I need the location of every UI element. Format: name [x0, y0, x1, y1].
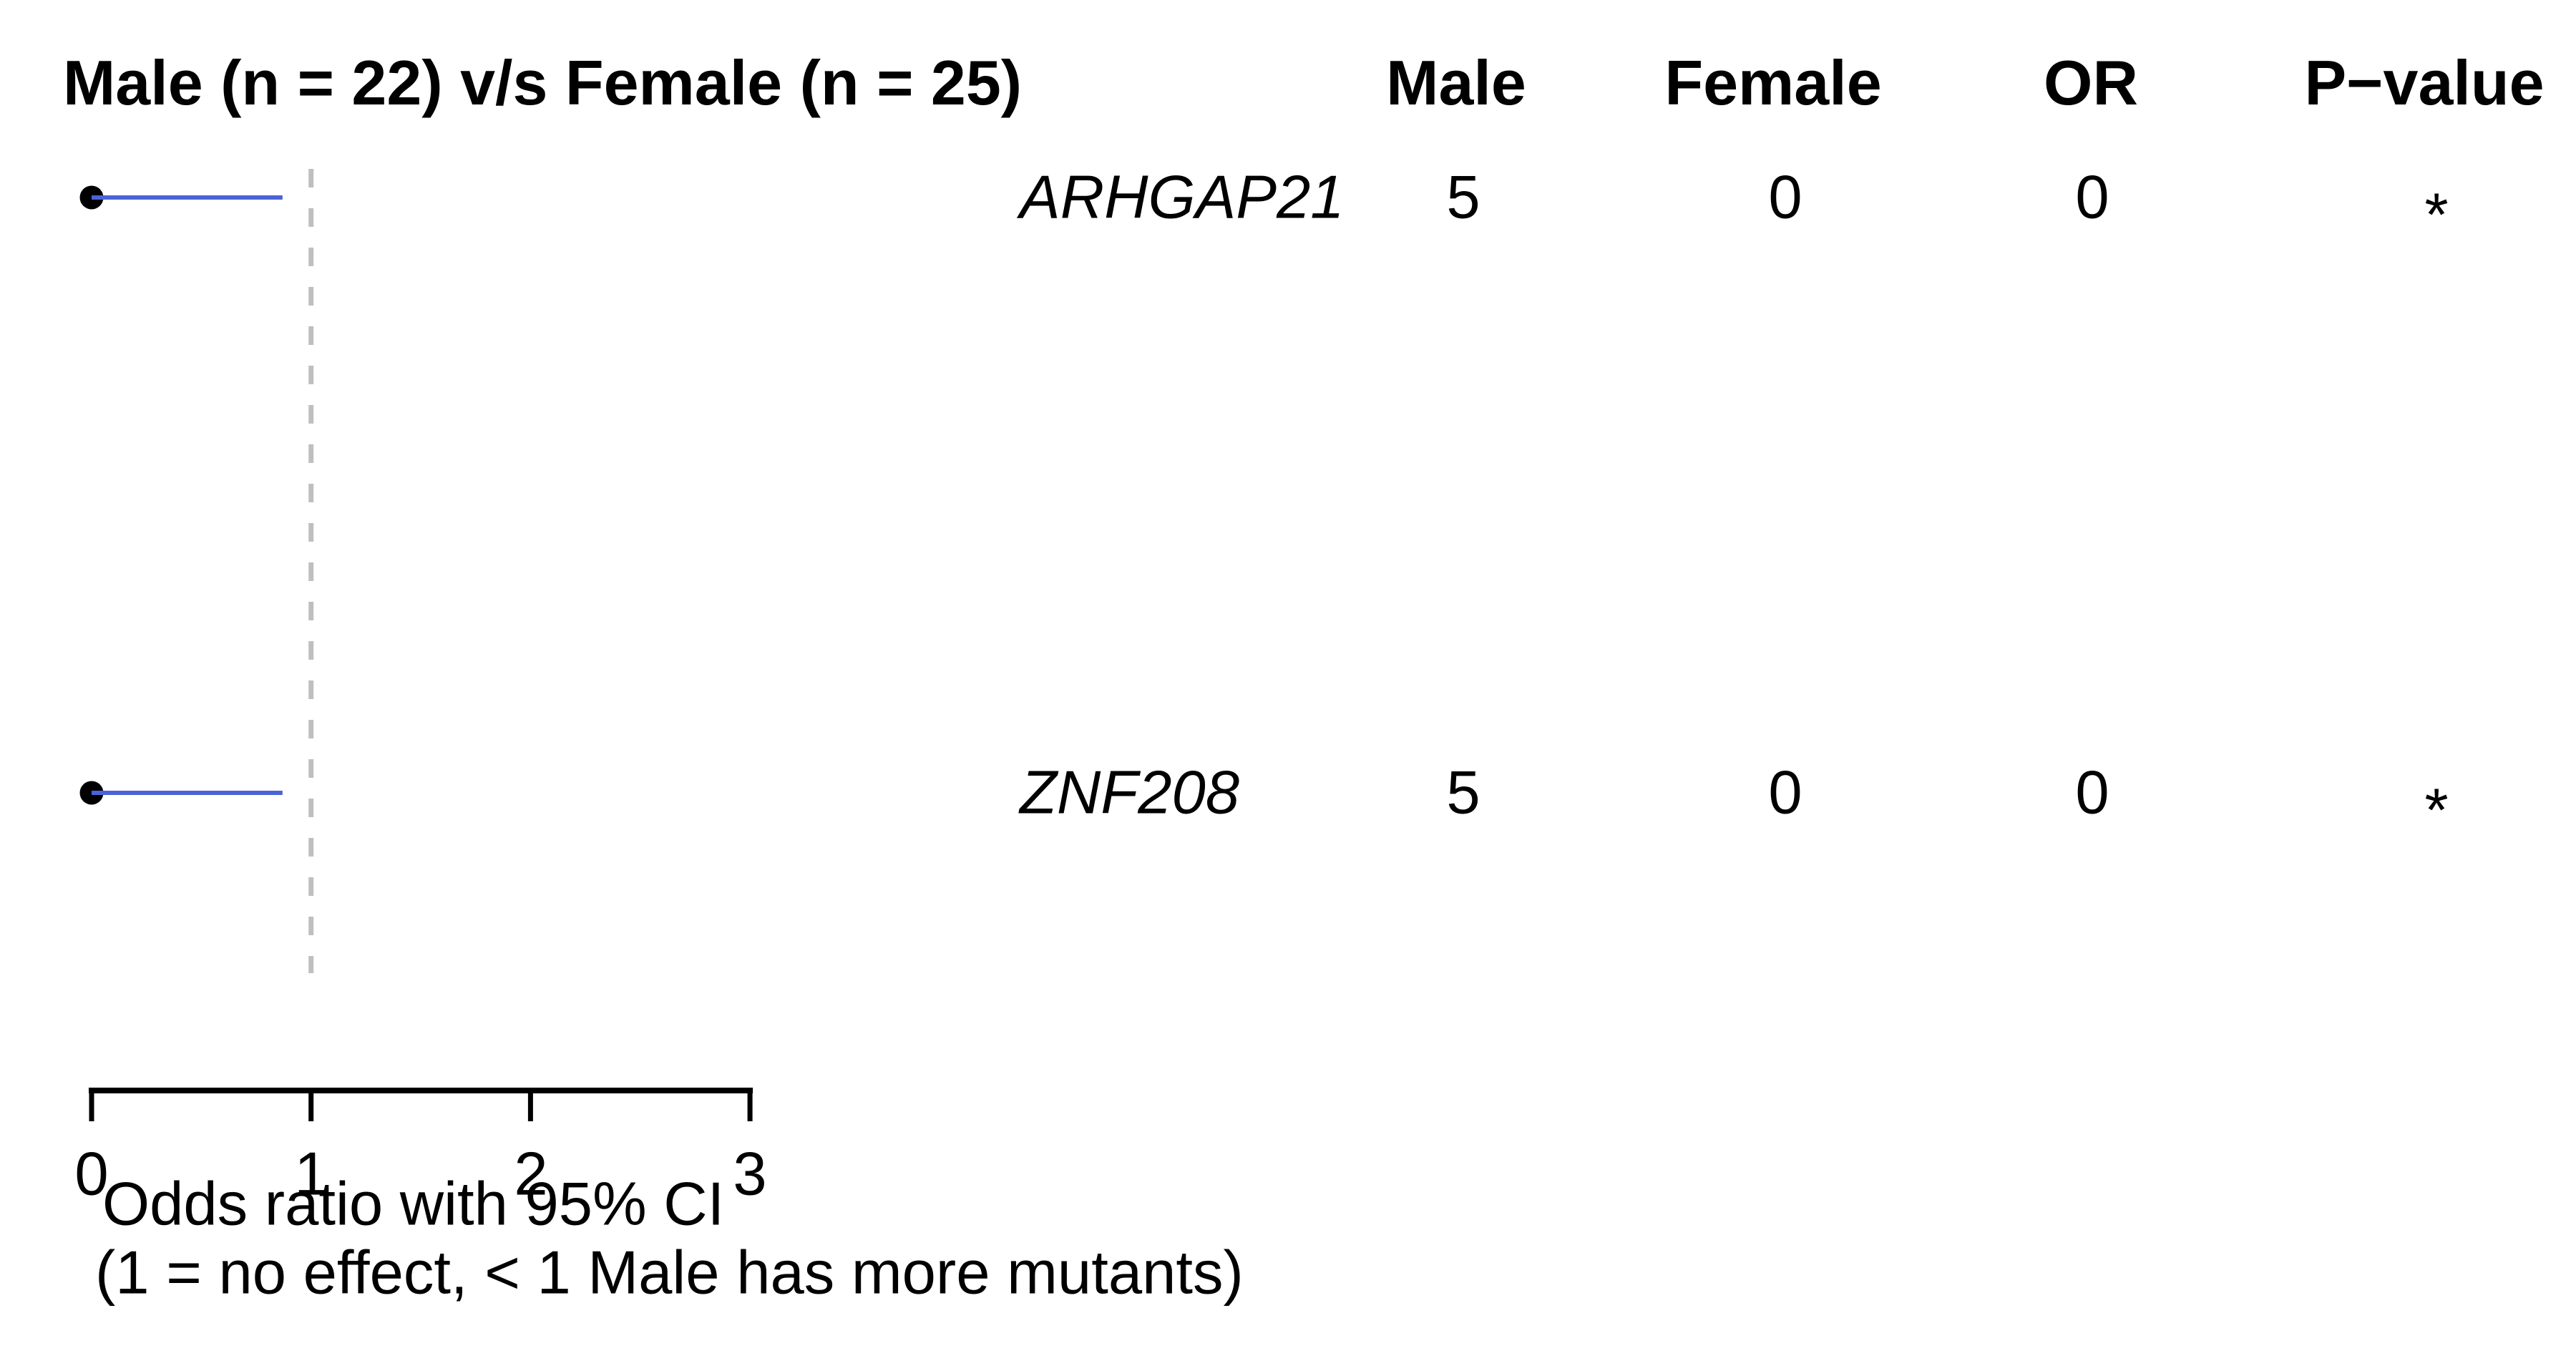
x-tick-label-1: 1 [294, 1140, 328, 1209]
x-tick-label-0: 0 [74, 1140, 109, 1209]
significance-star: * [2424, 776, 2449, 845]
odds-ratio-point [79, 781, 104, 805]
column-header-female: Female [1664, 47, 1882, 118]
or-value: 0 [2075, 163, 2109, 232]
x-axis-label-line2: (1 = no effect, < 1 Male has more mutant… [95, 1239, 1244, 1307]
or-value: 0 [2075, 758, 2109, 827]
gene-label: ZNF208 [1020, 758, 1240, 827]
female-count-value: 0 [1768, 758, 1802, 827]
x-tick-label-2: 2 [514, 1140, 548, 1209]
x-axis-label-line1: Odds ratio with 95% CI [102, 1170, 725, 1239]
odds-ratio-point [79, 185, 104, 210]
column-header-male: Male [1386, 47, 1526, 118]
male-count-value: 5 [1446, 758, 1480, 827]
significance-star: * [2424, 181, 2449, 250]
chart-title: Male (n = 22) v/s Female (n = 25) [63, 47, 1023, 118]
gene-label: ARHGAP21 [1020, 163, 1345, 232]
female-count-value: 0 [1768, 163, 1802, 232]
male-count-value: 5 [1446, 163, 1480, 232]
column-header-pvalue: P−value [2304, 47, 2545, 118]
x-tick-label-3: 3 [733, 1140, 767, 1209]
column-header-or: OR [2044, 47, 2138, 118]
